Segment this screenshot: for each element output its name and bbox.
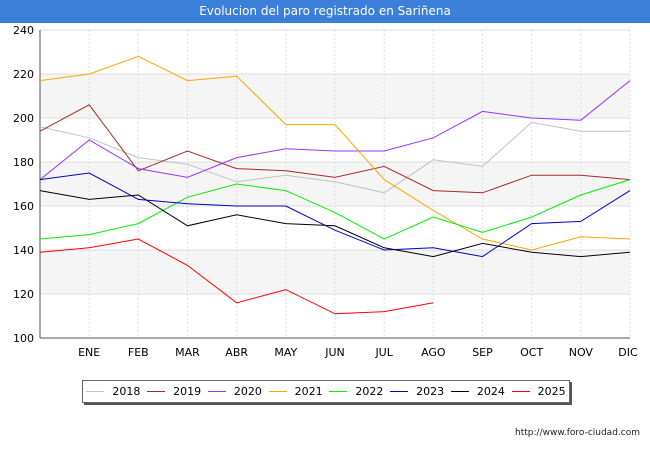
y-tick-label: 220 bbox=[13, 68, 34, 81]
x-tick-label: FEB bbox=[128, 346, 149, 359]
legend-swatch bbox=[329, 391, 348, 392]
x-tick-label: ABR bbox=[225, 346, 248, 359]
x-tick-label: JUL bbox=[374, 346, 393, 359]
source-link[interactable]: http://www.foro-ciudad.com bbox=[515, 428, 640, 438]
y-tick-label: 100 bbox=[13, 332, 34, 345]
legend-item-2018: 2018 bbox=[86, 385, 140, 398]
series-line-2021 bbox=[39, 55, 631, 251]
legend-item-2024: 2024 bbox=[450, 385, 505, 398]
chart-title: Evolucion del paro registrado en Sariñen… bbox=[0, 0, 650, 23]
y-tick-label: 140 bbox=[13, 244, 34, 257]
legend-label: 2020 bbox=[233, 385, 262, 398]
x-tick-label: SEP bbox=[472, 346, 493, 359]
legend-swatch bbox=[268, 391, 287, 392]
y-tick-label: 160 bbox=[13, 200, 34, 213]
x-tick-label: JUN bbox=[324, 346, 345, 359]
x-tick-label: AGO bbox=[421, 346, 446, 359]
legend-swatch bbox=[390, 391, 409, 392]
legend-label: 2024 bbox=[476, 385, 505, 398]
legend-label: 2018 bbox=[112, 385, 141, 398]
legend-item-2025: 2025 bbox=[511, 385, 566, 398]
series-line-2024 bbox=[39, 190, 631, 258]
y-tick-label: 120 bbox=[13, 288, 34, 301]
legend-label: 2022 bbox=[355, 385, 384, 398]
series-line-2020 bbox=[39, 80, 631, 180]
chart-legend: 2018 2019 2020 2021 2022 2023 2024 2025 bbox=[82, 380, 570, 403]
legend-item-2023: 2023 bbox=[390, 385, 444, 398]
x-tick-label: ENE bbox=[78, 346, 100, 359]
legend-label: 2019 bbox=[173, 385, 202, 398]
legend-label: 2021 bbox=[294, 385, 323, 398]
legend-swatch bbox=[511, 391, 530, 392]
legend-swatch bbox=[86, 391, 105, 392]
x-tick-label: NOV bbox=[569, 346, 594, 359]
series-line-2022 bbox=[39, 179, 631, 240]
legend-swatch bbox=[207, 391, 226, 392]
y-tick-label: 180 bbox=[13, 156, 34, 169]
series-line-2025 bbox=[39, 238, 434, 315]
legend-swatch bbox=[450, 391, 469, 392]
x-tick-label: DIC bbox=[618, 346, 638, 359]
x-tick-label: MAY bbox=[274, 346, 297, 359]
series-line-2023 bbox=[39, 172, 631, 258]
legend-item-2022: 2022 bbox=[329, 385, 383, 398]
legend-item-2019: 2019 bbox=[147, 385, 201, 398]
legend-label: 2025 bbox=[537, 385, 566, 398]
series-line-2019 bbox=[39, 104, 631, 194]
legend-item-2021: 2021 bbox=[268, 385, 323, 398]
legend-swatch bbox=[147, 391, 166, 392]
y-tick-label: 240 bbox=[13, 24, 34, 37]
legend-item-2020: 2020 bbox=[207, 385, 262, 398]
series-line-2018 bbox=[39, 121, 630, 194]
x-tick-label: OCT bbox=[520, 346, 543, 359]
x-tick-label: MAR bbox=[175, 346, 200, 359]
legend-label: 2023 bbox=[416, 385, 445, 398]
y-tick-label: 200 bbox=[13, 112, 34, 125]
